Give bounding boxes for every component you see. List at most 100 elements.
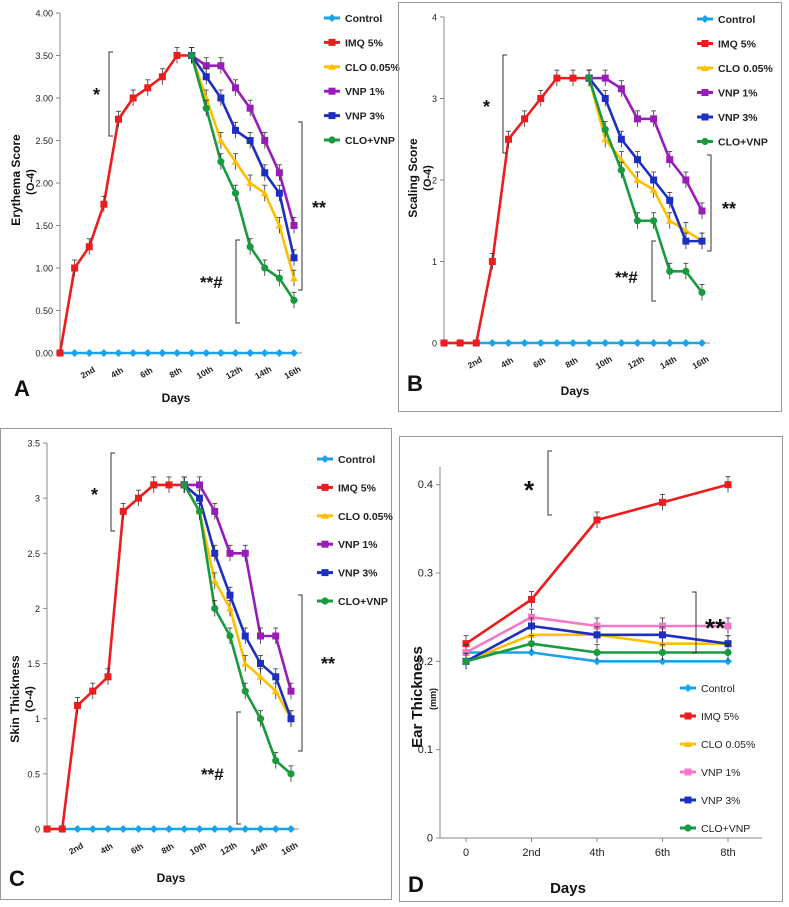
control-series-point-2 [73, 825, 82, 833]
legend-label: CLO 0.05% [345, 62, 401, 74]
legend-label: Control [701, 683, 735, 695]
imq-5-series-point-6 [144, 84, 152, 92]
y-axis-subtitle: (O-4) [422, 165, 434, 191]
legend-label: Control [718, 14, 755, 26]
imq-5-series-line [444, 76, 590, 345]
control-series-point-5 [520, 339, 529, 347]
clo-vnp-series-point-6 [275, 274, 283, 282]
y-tick-label: 4.00 [35, 9, 53, 19]
legend-label: CLO+VNP [345, 135, 395, 147]
significance-bracket [707, 154, 712, 252]
imq-5-series-point-3 [89, 687, 97, 695]
vnp-3-series-point-2 [617, 135, 625, 143]
clo-0-05-series-point-3 [633, 177, 642, 183]
clo-vnp-series-line [190, 55, 296, 302]
control-series-point-12 [633, 339, 642, 347]
vnp-1-series-point-2 [617, 85, 625, 93]
control-series-point-5 [119, 825, 128, 833]
vnp-3-series-point-1 [601, 95, 609, 102]
x-tick-label: 6th [655, 847, 670, 859]
vnp-3-series-point-1 [196, 494, 203, 502]
vnp-1-series-point-6 [272, 632, 280, 640]
y-tick-label: 2.00 [35, 179, 53, 189]
panel-label: C [9, 866, 25, 891]
control-series-point-9 [585, 339, 594, 347]
legend-label: CLO 0.05% [718, 63, 774, 75]
vnp-3-series-point-7 [698, 237, 706, 245]
imq-5-series-point-4 [505, 135, 512, 143]
legend-vnp-1-point-0 [684, 768, 692, 776]
vnp-1-series-point-3 [634, 115, 641, 123]
clo-vnp-series-point-1 [527, 640, 536, 648]
control-series-point-4 [114, 349, 123, 357]
legend-vnp-3-point-0 [328, 112, 336, 120]
significance-bracket [110, 452, 115, 532]
control-series-point-9 [187, 349, 196, 357]
clo-0-05-series-point-5 [256, 673, 265, 680]
imq-5-series-point-2 [593, 516, 601, 524]
vnp-3-series-point-5 [666, 196, 674, 204]
clo-0-05-series-point-3 [226, 605, 234, 612]
x-tick-label: 4th [98, 841, 114, 856]
vnp-3-series-point-4 [246, 137, 254, 144]
imq-5-series-point-3 [488, 258, 496, 265]
vnp-3-series-point-1 [202, 73, 210, 81]
clo-vnp-series-point-2 [593, 648, 601, 657]
imq-5-series-point-4 [104, 673, 112, 681]
panel-label: B [407, 371, 423, 396]
vnp-1-series-point-1 [196, 481, 203, 489]
imq-5-series-line [58, 54, 192, 354]
legend-label: IMQ 5% [718, 39, 757, 51]
clo-0-05-series-point-3 [658, 640, 667, 647]
y-tick-label: 2.5 [27, 549, 40, 559]
clo-0-05-series-point-2 [216, 137, 225, 144]
x-tick-label: 14th [249, 840, 269, 857]
vnp-3-series-point-5 [261, 169, 269, 177]
panel-label: A [14, 376, 30, 401]
clo-vnp-series-point-4 [246, 243, 254, 251]
y-tick-label: 0 [427, 833, 433, 845]
vnp-3-series-point-4 [241, 632, 249, 640]
y-axis-title: Scaling Score [406, 138, 420, 218]
imq-5-series-point-2 [74, 701, 81, 709]
clo-vnp-series-point-0 [180, 481, 188, 489]
significance-bracket [108, 51, 113, 137]
control-series-point-13 [246, 349, 255, 357]
vnp-1-series-point-5 [257, 632, 264, 640]
legend-imq-5-point-0 [701, 40, 709, 47]
x-tick-label: 2nd [466, 354, 484, 370]
legend-label: VNP 3% [345, 111, 385, 123]
legend-vnp-1-point-0 [701, 89, 709, 96]
clo-0-05-series-point-3 [231, 158, 240, 165]
control-series-point-2 [85, 349, 94, 357]
control-series-point-11 [216, 349, 225, 357]
vnp-3-series-point-4 [724, 640, 732, 648]
y-axis-title: Erythema Score [9, 134, 23, 226]
control-series-point-14 [260, 349, 269, 357]
legend-label: CLO 0.05% [701, 739, 755, 751]
legend-control-point-0 [684, 684, 692, 692]
y-tick-label: 3 [35, 494, 40, 504]
vnp-1-series-point-2 [211, 507, 219, 515]
control-series-point-3 [99, 349, 108, 357]
imq-5-series-point-5 [119, 507, 127, 515]
legend-clo-vnp-point-0 [684, 824, 692, 832]
legend-vnp-1-point-0 [328, 87, 336, 95]
vnp-1-series-point-1 [528, 613, 535, 621]
legend-control-point-0 [321, 455, 329, 463]
x-tick-label: 16th [282, 364, 302, 381]
legend-vnp-1-point-0 [321, 540, 329, 548]
control-series-point-8 [165, 825, 173, 833]
imq-5-series-point-7 [553, 74, 561, 82]
vnp-1-series-point-3 [659, 622, 666, 630]
vnp-1-series-point-2 [593, 622, 601, 630]
imq-5-series-point-8 [165, 481, 173, 489]
panel-label: D [408, 872, 424, 897]
x-tick-label: 8th [167, 365, 183, 380]
significance-star-hash: **# [201, 765, 224, 784]
control-series-point-16 [287, 825, 295, 833]
chart-panel-b: 0 1 2 3 4 2nd 4th 6th 8th 10th 12th 14th 16th Days Sca… [398, 2, 782, 412]
control-series-point-6 [143, 349, 152, 357]
legend-label: VNP 3% [718, 112, 758, 124]
legend-label: Control [345, 13, 382, 25]
